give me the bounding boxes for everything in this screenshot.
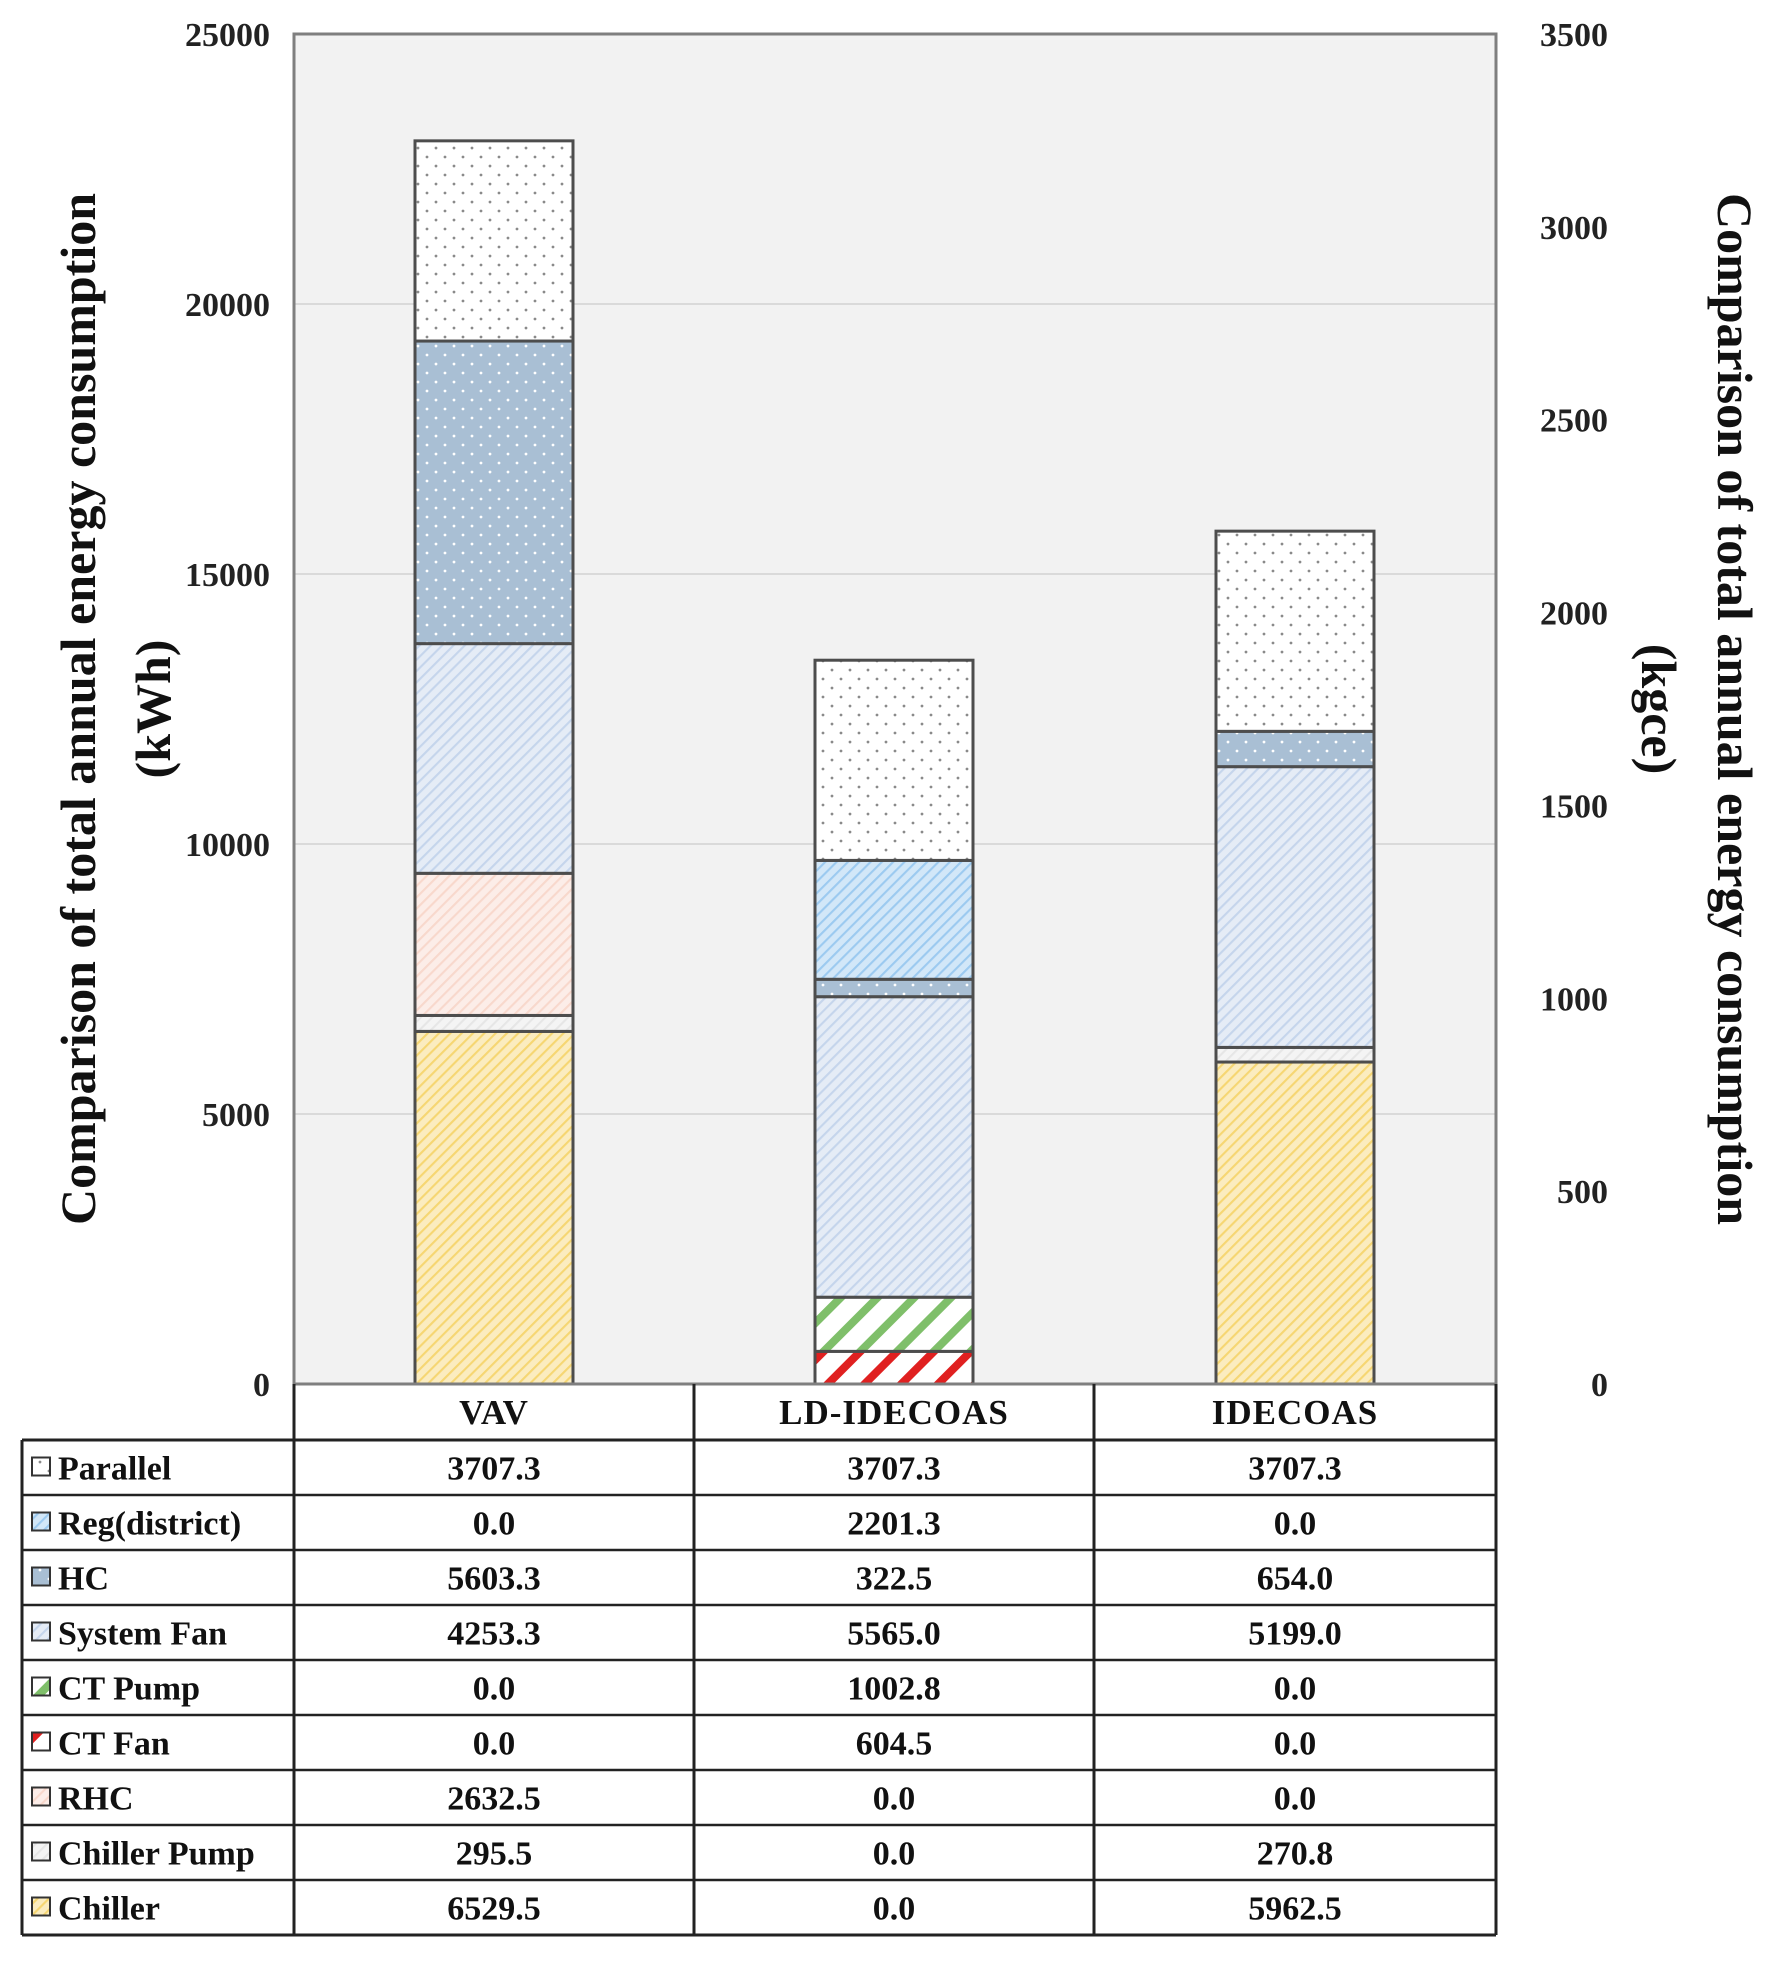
- legend-key: [31, 1841, 51, 1862]
- y2-axis-title-unit: (kgce): [1631, 644, 1687, 775]
- y2-axis-title: Comparison of total annual energy consum…: [1707, 193, 1763, 1225]
- table-cell-value: 0.0: [873, 1836, 916, 1873]
- legend-key: [31, 1896, 51, 1917]
- table-cell-value: 4253.3: [447, 1616, 541, 1653]
- table-cell-value: 604.5: [856, 1726, 933, 1763]
- table-cell-value: 6529.5: [447, 1891, 541, 1928]
- y-tick-label: 0: [253, 1367, 270, 1404]
- table-cell-value: 0.0: [1274, 1726, 1317, 1763]
- bar-segment-reg-district-: [813, 858, 975, 981]
- bar-segment-rhc: [413, 871, 575, 1017]
- table-cell-value: 0.0: [473, 1671, 516, 1708]
- left-y-axis: 0 5000 10000 15000 20000 25000: [185, 17, 270, 1404]
- table-cell-value: 5199.0: [1248, 1616, 1342, 1653]
- table-cell-value: 0.0: [473, 1506, 516, 1543]
- y2-tick-label: 2500: [1540, 403, 1608, 440]
- bar-segment-chiller-pump: [413, 1013, 575, 1033]
- legend-key: [31, 1786, 51, 1807]
- table-cell-value: 3707.3: [1248, 1451, 1342, 1488]
- legend-key: [31, 1621, 51, 1642]
- legend-label: CT Pump: [58, 1671, 200, 1708]
- y-tick-label: 25000: [185, 17, 270, 54]
- table-cell-value: 3707.3: [447, 1451, 541, 1488]
- table-cell-value: 0.0: [873, 1891, 916, 1928]
- legend-label: RHC: [58, 1781, 134, 1818]
- y2-tick-label: 3500: [1540, 17, 1608, 54]
- legend-key: [31, 1511, 51, 1532]
- y-tick-label: 15000: [185, 557, 270, 594]
- y-tick-label: 20000: [185, 287, 270, 324]
- y2-tick-label: 0: [1591, 1367, 1608, 1404]
- y-axis-title: Comparison of total annual energy consum…: [50, 193, 106, 1225]
- table-cell-value: 270.8: [1257, 1836, 1334, 1873]
- table-cell-value: 2201.3: [847, 1506, 941, 1543]
- bar-segment-hc: [813, 977, 975, 999]
- table-cell-value: 0.0: [473, 1726, 516, 1763]
- legend-key: [31, 1676, 51, 1697]
- plot-area-border: [292, 32, 1498, 1386]
- bar-segment-parallel: [1214, 529, 1376, 733]
- legend-label: Chiller: [58, 1891, 160, 1928]
- legend-label: Chiller Pump: [58, 1836, 255, 1873]
- bar-segment-chiller-pump: [1214, 1045, 1376, 1064]
- bar-segment-parallel: [413, 139, 575, 343]
- bar-segment-parallel: [813, 658, 975, 862]
- bar-segment-hc: [1214, 729, 1376, 769]
- table-cell-value: 654.0: [1257, 1561, 1334, 1598]
- y2-tick-label: 1500: [1540, 788, 1608, 825]
- table-cell-value: 2632.5: [447, 1781, 541, 1818]
- y2-tick-label: 500: [1557, 1174, 1608, 1211]
- table-cell-value: 5603.3: [447, 1561, 541, 1598]
- data-table: VAV LD-IDECOAS IDECOAS Parallel 3707.3 3707.3…: [20, 1384, 1498, 1937]
- bar-segment-ct-fan: [813, 1349, 975, 1386]
- legend-key: [31, 1456, 51, 1477]
- table-cell-value: 295.5: [456, 1836, 533, 1873]
- table-cell-value: 0.0: [1274, 1506, 1317, 1543]
- legend-label: CT Fan: [58, 1726, 170, 1763]
- table-cell-value: 3707.3: [847, 1451, 941, 1488]
- bar-segment-system-fan: [413, 642, 575, 875]
- table-cell-value: 1002.8: [847, 1671, 941, 1708]
- bar-segment-chiller: [413, 1029, 575, 1386]
- y-axis-title-unit: (kWh): [125, 640, 181, 779]
- bar-segment-hc: [413, 339, 575, 646]
- category-label: IDECOAS: [1212, 1393, 1378, 1432]
- y2-tick-label: 2000: [1540, 596, 1608, 633]
- category-label: LD-IDECOAS: [779, 1393, 1009, 1432]
- legend-label: Parallel: [58, 1451, 171, 1488]
- table-cell-value: 322.5: [856, 1561, 933, 1598]
- bar-segment-system-fan: [813, 995, 975, 1299]
- y2-tick-label: 1000: [1540, 981, 1608, 1018]
- y-tick-label: 5000: [202, 1097, 270, 1134]
- legend-key: [31, 1566, 51, 1587]
- y2-tick-label: 3000: [1540, 210, 1608, 247]
- table-cell-value: 0.0: [1274, 1781, 1317, 1818]
- legend-label: Reg(district): [58, 1506, 241, 1543]
- table-cell-value: 5565.0: [847, 1616, 941, 1653]
- table-cell-value: 5962.5: [1248, 1891, 1342, 1928]
- legend-label: System Fan: [58, 1616, 227, 1653]
- table-cell-value: 0.0: [873, 1781, 916, 1818]
- bar-segment-ct-pump: [813, 1295, 975, 1353]
- table-cell-value: 0.0: [1274, 1671, 1317, 1708]
- bars: [413, 139, 1376, 1386]
- bar-segment-chiller: [1214, 1060, 1376, 1386]
- category-label: VAV: [459, 1393, 529, 1432]
- bar-segment-system-fan: [1214, 765, 1376, 1049]
- y-tick-label: 10000: [185, 827, 270, 864]
- legend-key: [31, 1731, 51, 1752]
- right-y-axis: 0 500 1000 1500 2000 2500 3000 3500: [1540, 17, 1608, 1404]
- legend-label: HC: [58, 1561, 109, 1598]
